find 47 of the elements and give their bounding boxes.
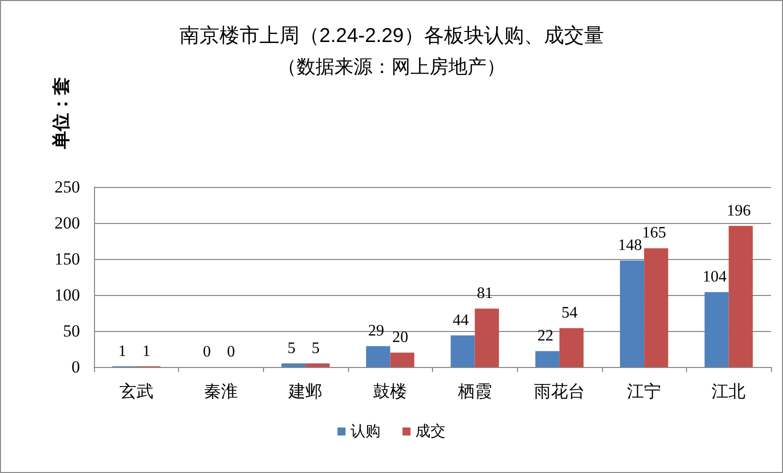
bar bbox=[390, 352, 414, 367]
data-label: 104 bbox=[702, 268, 727, 286]
data-label: 148 bbox=[618, 236, 642, 254]
x-tick-label: 雨花台 bbox=[534, 382, 585, 401]
legend-label: 认购 bbox=[350, 423, 380, 440]
bar bbox=[281, 363, 306, 367]
data-label: 44 bbox=[452, 312, 469, 329]
data-label: 196 bbox=[726, 202, 751, 220]
x-tick-label: 江北 bbox=[712, 382, 746, 401]
data-label: 0 bbox=[202, 344, 211, 360]
data-label: 1 bbox=[142, 342, 150, 360]
data-label: 1 bbox=[118, 342, 126, 360]
data-label: 5 bbox=[312, 340, 320, 357]
y-axis-title: 单位：套 bbox=[51, 77, 71, 150]
data-label: 81 bbox=[476, 285, 493, 302]
bar bbox=[450, 335, 475, 367]
y-tick-label: 50 bbox=[63, 322, 80, 340]
chart-subtitle: （数据来源：网上房地产） bbox=[278, 56, 506, 78]
bar bbox=[535, 351, 560, 367]
bar bbox=[728, 226, 753, 367]
data-label: 5 bbox=[288, 340, 296, 357]
y-tick-label: 150 bbox=[54, 250, 80, 268]
bar bbox=[644, 248, 668, 367]
bar bbox=[620, 260, 644, 367]
x-tick-label: 江宁 bbox=[627, 382, 662, 401]
y-tick-label: 250 bbox=[54, 178, 80, 196]
data-label: 0 bbox=[226, 344, 235, 360]
x-tick-label: 鼓楼 bbox=[373, 382, 408, 401]
bar bbox=[704, 292, 729, 367]
legend-label: 成交 bbox=[416, 423, 446, 440]
bar bbox=[474, 308, 499, 367]
y-tick-label: 200 bbox=[54, 214, 80, 232]
data-label: 54 bbox=[561, 304, 578, 322]
x-tick-label: 秦淮 bbox=[204, 382, 238, 401]
x-tick-label: 建邺 bbox=[288, 382, 323, 401]
bar bbox=[559, 328, 584, 367]
data-label: 22 bbox=[537, 328, 554, 345]
data-label: 20 bbox=[392, 329, 408, 346]
data-label: 29 bbox=[368, 322, 384, 340]
x-tick-label: 玄武 bbox=[119, 382, 154, 401]
x-tick-label: 栖霞 bbox=[456, 382, 492, 401]
y-tick-label: 100 bbox=[54, 286, 80, 304]
y-tick-label: 0 bbox=[72, 358, 80, 376]
data-label: 165 bbox=[642, 224, 666, 242]
bar bbox=[366, 346, 390, 367]
chart-title: 南京楼市上周（2.24-2.29）各板块认购、成交量 bbox=[179, 25, 604, 47]
bar bbox=[306, 363, 330, 367]
